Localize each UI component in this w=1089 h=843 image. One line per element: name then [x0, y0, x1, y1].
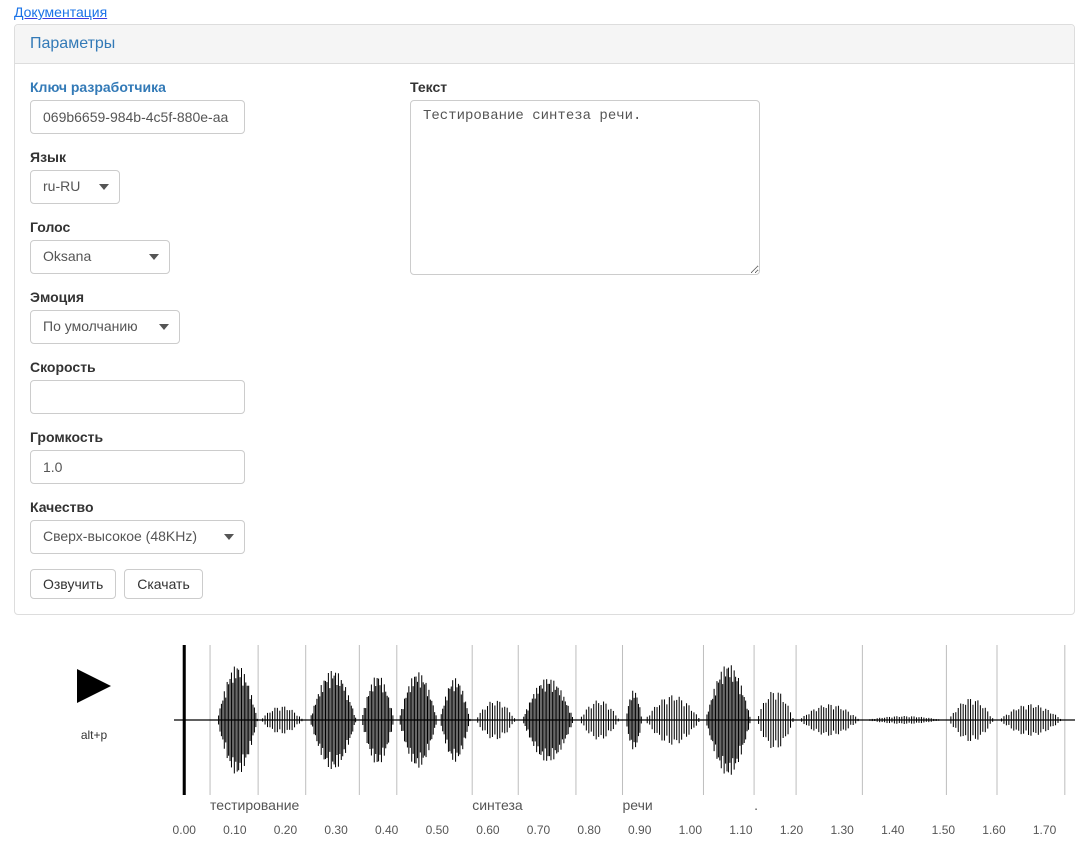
speed-label: Скорость	[30, 359, 370, 375]
quality-select[interactable]: Сверх-высокое (48KHz)	[30, 520, 245, 554]
lang-select[interactable]: ru-RU	[30, 170, 120, 204]
tick-label: 0.40	[375, 823, 398, 837]
play-icon	[73, 665, 115, 707]
tick-label: 0.70	[527, 823, 550, 837]
tick-label: 1.20	[780, 823, 803, 837]
tick-label: 0.20	[274, 823, 297, 837]
word-segment: синтеза	[472, 797, 523, 813]
tick-label: 1.00	[679, 823, 702, 837]
volume-input[interactable]	[30, 450, 245, 484]
lang-label: Язык	[30, 149, 370, 165]
emotion-label: Эмоция	[30, 289, 370, 305]
tick-label: 0.80	[577, 823, 600, 837]
tick-label: 1.70	[1033, 823, 1056, 837]
tick-label: 0.30	[324, 823, 347, 837]
tick-label: 1.50	[932, 823, 955, 837]
voice-select[interactable]: Oksana	[30, 240, 170, 274]
tick-label: 1.30	[830, 823, 853, 837]
time-axis: 0.00 0.10 0.20 0.30 0.40 0.50 0.60 0.70 0.80 0.90…	[174, 823, 1075, 843]
download-button[interactable]: Скачать	[124, 569, 203, 599]
panel-title: Параметры	[15, 25, 1074, 64]
tick-label: 1.60	[982, 823, 1005, 837]
text-input[interactable]	[410, 100, 760, 275]
key-input[interactable]	[30, 100, 245, 134]
tick-label: 1.40	[881, 823, 904, 837]
tick-label: 0.60	[476, 823, 499, 837]
speed-input[interactable]	[30, 380, 245, 414]
tick-label: 0.10	[223, 823, 246, 837]
tick-label: 0.00	[173, 823, 196, 837]
word-segment: .	[754, 797, 758, 813]
word-segment: речи	[623, 797, 653, 813]
tick-label: 0.50	[426, 823, 449, 837]
word-segments-row: тестирование синтеза речи.	[174, 797, 1075, 817]
tick-label: 0.90	[628, 823, 651, 837]
emotion-select[interactable]: По умолчанию	[30, 310, 180, 344]
documentation-link[interactable]: Документация	[14, 4, 107, 20]
speak-button[interactable]: Озвучить	[30, 569, 116, 599]
waveform-display[interactable]	[174, 645, 1075, 795]
play-button[interactable]	[73, 665, 115, 710]
quality-label: Качество	[30, 499, 370, 515]
voice-label: Голос	[30, 219, 370, 235]
volume-label: Громкость	[30, 429, 370, 445]
key-label[interactable]: Ключ разработчика	[30, 79, 370, 95]
text-label: Текст	[410, 79, 1059, 95]
params-panel: Параметры Ключ разработчика Язык ru-RU Г…	[14, 24, 1075, 615]
word-segment: тестирование	[210, 797, 299, 813]
tick-label: 1.10	[729, 823, 752, 837]
play-hotkey-label: alt+p	[14, 728, 174, 742]
